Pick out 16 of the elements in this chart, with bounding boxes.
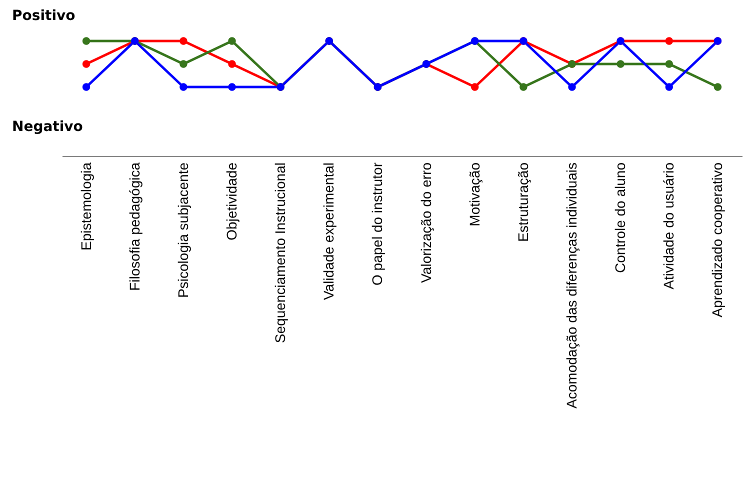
x-tick-label: Objetividade	[224, 162, 240, 240]
x-tick-label: Aprendizado cooperativo	[709, 162, 726, 318]
x-tick-label: O papel do instrutor	[369, 162, 386, 286]
x-tick-label: Atividade do usuário	[660, 162, 677, 290]
x-tick-label: Filosofia pedagógica	[126, 162, 142, 291]
x-tick-label: Validade experimental	[320, 162, 337, 300]
x-tick-label: Psicologia subjacente	[174, 162, 191, 298]
text: Positivo	[12, 8, 76, 24]
x-tick-label: Controle do aluno	[612, 162, 628, 274]
x-tick-label: Estruturação	[514, 162, 531, 242]
x-tick-label: Sequenciamento Instrucional	[272, 162, 288, 344]
x-tick-label: Motivação	[466, 162, 482, 226]
annotation: Negativo	[12, 119, 83, 135]
x-tick-label: Epistemologia	[78, 162, 94, 250]
x-tick-label: Acomodação das diferenças individuais	[564, 162, 580, 408]
x-tick-label: Valorização do erro	[418, 162, 434, 283]
